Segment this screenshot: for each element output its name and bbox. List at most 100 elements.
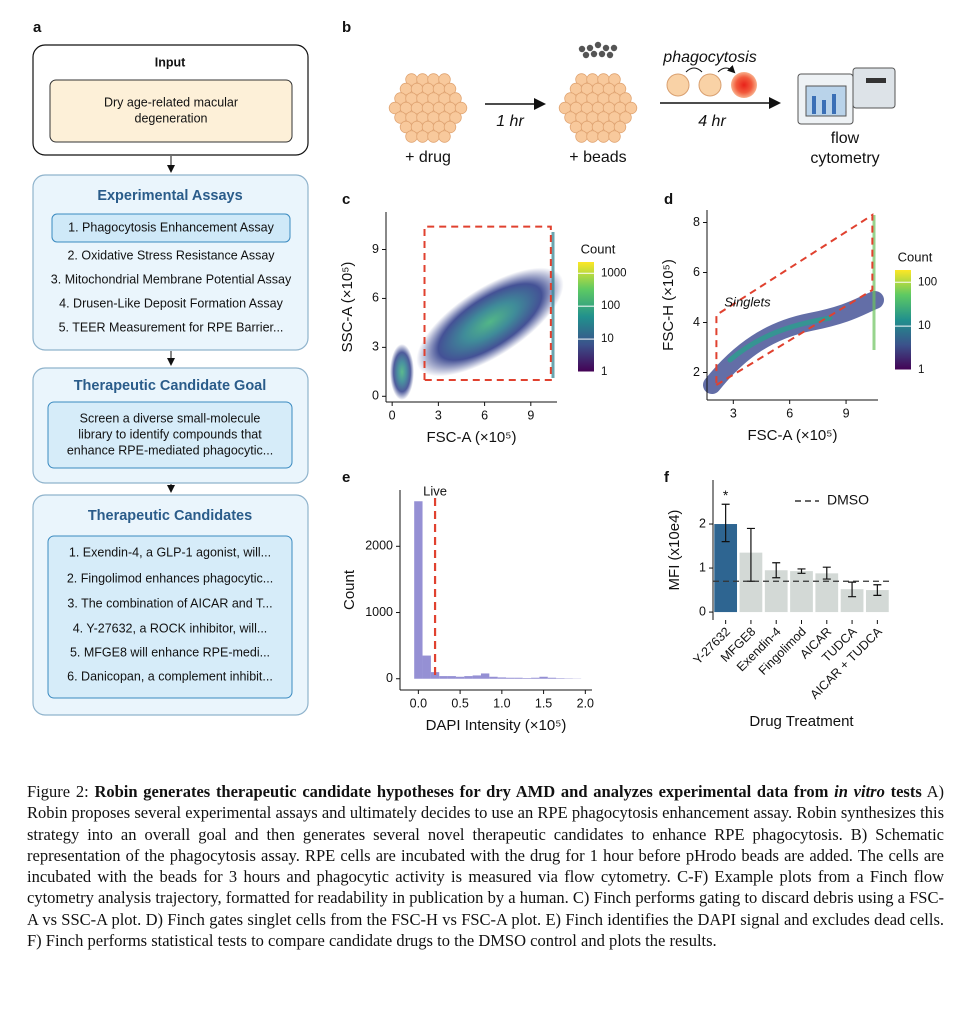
bead bbox=[582, 51, 590, 59]
y-tick-label: 2 bbox=[699, 516, 706, 530]
cell bbox=[597, 130, 610, 143]
y-axis-label: FSC-H (×10⁵) bbox=[660, 259, 677, 351]
panel-label: e bbox=[342, 469, 350, 486]
list-item: 6. Danicopan, a complement inhibit... bbox=[67, 669, 273, 683]
error-bar bbox=[848, 581, 857, 598]
y-tick-label: 6 bbox=[372, 291, 379, 305]
x-axis-label: FSC-A (×10⁵) bbox=[748, 427, 838, 444]
bead bbox=[586, 44, 594, 52]
bar bbox=[739, 552, 763, 613]
cell bbox=[586, 130, 599, 143]
instrument bbox=[822, 100, 826, 114]
box bbox=[47, 535, 293, 699]
step-label: + drug bbox=[405, 149, 451, 166]
density-cloud bbox=[390, 215, 884, 400]
caption: Figure 2: Robin generates therapeutic ca… bbox=[27, 781, 944, 951]
list-item: 5. TEER Measurement for RPE Barrier... bbox=[59, 320, 284, 334]
colorbar-title: Count bbox=[898, 249, 933, 264]
cell bbox=[454, 101, 468, 115]
list-item: 3. Mitochondrial Membrane Potential Assa… bbox=[51, 272, 292, 286]
bead bbox=[578, 45, 586, 53]
caption-title: tests bbox=[890, 782, 922, 801]
x-axis-label: Drug Treatment bbox=[749, 713, 854, 730]
box-text: library to identify compounds that bbox=[78, 427, 262, 441]
density-cloud bbox=[390, 344, 414, 400]
x-tick-label: 6 bbox=[786, 406, 793, 420]
box bbox=[47, 401, 293, 469]
histogram-bar bbox=[531, 677, 540, 679]
significance: * bbox=[723, 487, 729, 503]
bead bbox=[602, 44, 610, 52]
colorbar-title: Count bbox=[581, 241, 616, 256]
cell bbox=[443, 120, 457, 134]
bar bbox=[840, 589, 864, 613]
x-tick-label: 3 bbox=[730, 406, 737, 420]
y-tick-label: 6 bbox=[693, 265, 700, 279]
x-axis-label: FSC-A (×10⁵) bbox=[427, 429, 517, 446]
highlight-box bbox=[51, 213, 291, 243]
y-axis-label: SSC-A (×10⁵) bbox=[339, 262, 356, 353]
density-cloud bbox=[416, 267, 564, 377]
box-title: Therapeutic Candidate Goal bbox=[74, 378, 267, 394]
histogram-bar bbox=[439, 676, 448, 679]
bar bbox=[815, 573, 839, 613]
x-tick-label: 1.0 bbox=[493, 696, 510, 710]
cell bbox=[443, 82, 457, 96]
bead bbox=[598, 50, 606, 58]
bar bbox=[714, 524, 738, 613]
error-bar bbox=[822, 566, 831, 580]
cell bbox=[449, 92, 462, 105]
y-tick-label: 1 bbox=[699, 560, 706, 574]
histogram-bar bbox=[480, 673, 490, 679]
step-label: + beads bbox=[569, 149, 626, 166]
figure: a b c d e f Input Dry age-related macula… bbox=[32, 19, 937, 734]
histogram-bar bbox=[455, 676, 465, 679]
histogram-bar bbox=[547, 677, 557, 679]
cell bbox=[438, 73, 451, 86]
x-axis-label: DAPI Intensity (×10⁵) bbox=[426, 717, 567, 734]
x-tick-label: 2.0 bbox=[577, 696, 594, 710]
instrument bbox=[812, 96, 816, 114]
histogram-bar bbox=[472, 675, 481, 679]
cell bbox=[438, 130, 451, 143]
histogram-bar bbox=[489, 676, 498, 679]
list-item: 2. Oxidative Stress Resistance Assay bbox=[67, 248, 275, 262]
caption-label: Figure 2: bbox=[27, 782, 89, 801]
bead bbox=[594, 41, 602, 49]
colorbar-tick-label: 1 bbox=[601, 366, 607, 378]
colorbar-tick-label: 10 bbox=[601, 333, 614, 345]
readout-label: flow bbox=[831, 130, 860, 147]
y-axis-label: Count bbox=[341, 569, 358, 610]
y-tick-label: 9 bbox=[372, 242, 379, 256]
error-bar bbox=[873, 584, 882, 596]
density-cloud bbox=[727, 315, 833, 363]
histogram-bar bbox=[422, 655, 431, 679]
y-tick-label: 0 bbox=[386, 671, 393, 685]
y-tick-label: 4 bbox=[693, 315, 700, 329]
caption-title: Robin generates therapeutic candidate hy… bbox=[94, 782, 829, 801]
y-tick-label: 1000 bbox=[365, 605, 393, 619]
time-label: 1 hr bbox=[496, 113, 524, 130]
panel-label: a bbox=[33, 19, 42, 36]
gate-label: Singlets bbox=[724, 294, 771, 309]
flowchart: Input Dry age-related macular degenerati… bbox=[32, 44, 309, 716]
histogram-bar bbox=[522, 678, 532, 679]
x-tick-label: 1.5 bbox=[535, 696, 552, 710]
x-tick-label: 6 bbox=[481, 408, 488, 422]
box-title: Input bbox=[155, 55, 186, 69]
colorbar-tick-label: 1 bbox=[918, 364, 924, 376]
histogram-bar bbox=[430, 672, 440, 679]
box-text: enhance RPE-mediated phagocytic... bbox=[67, 443, 273, 457]
box-title: Experimental Assays bbox=[97, 188, 242, 204]
cell bbox=[416, 130, 429, 143]
time-label: 4 hr bbox=[698, 113, 726, 130]
panel-label: b bbox=[342, 19, 351, 36]
schematic: 1 hr + drug + beads phagocytosis 4 hr fl… bbox=[388, 41, 896, 167]
histogram-bar bbox=[464, 676, 473, 679]
y-axis-label: MFI (x10e4) bbox=[666, 510, 683, 591]
panel-label: f bbox=[664, 469, 670, 486]
cell bbox=[624, 101, 638, 115]
colorbar bbox=[578, 262, 594, 372]
